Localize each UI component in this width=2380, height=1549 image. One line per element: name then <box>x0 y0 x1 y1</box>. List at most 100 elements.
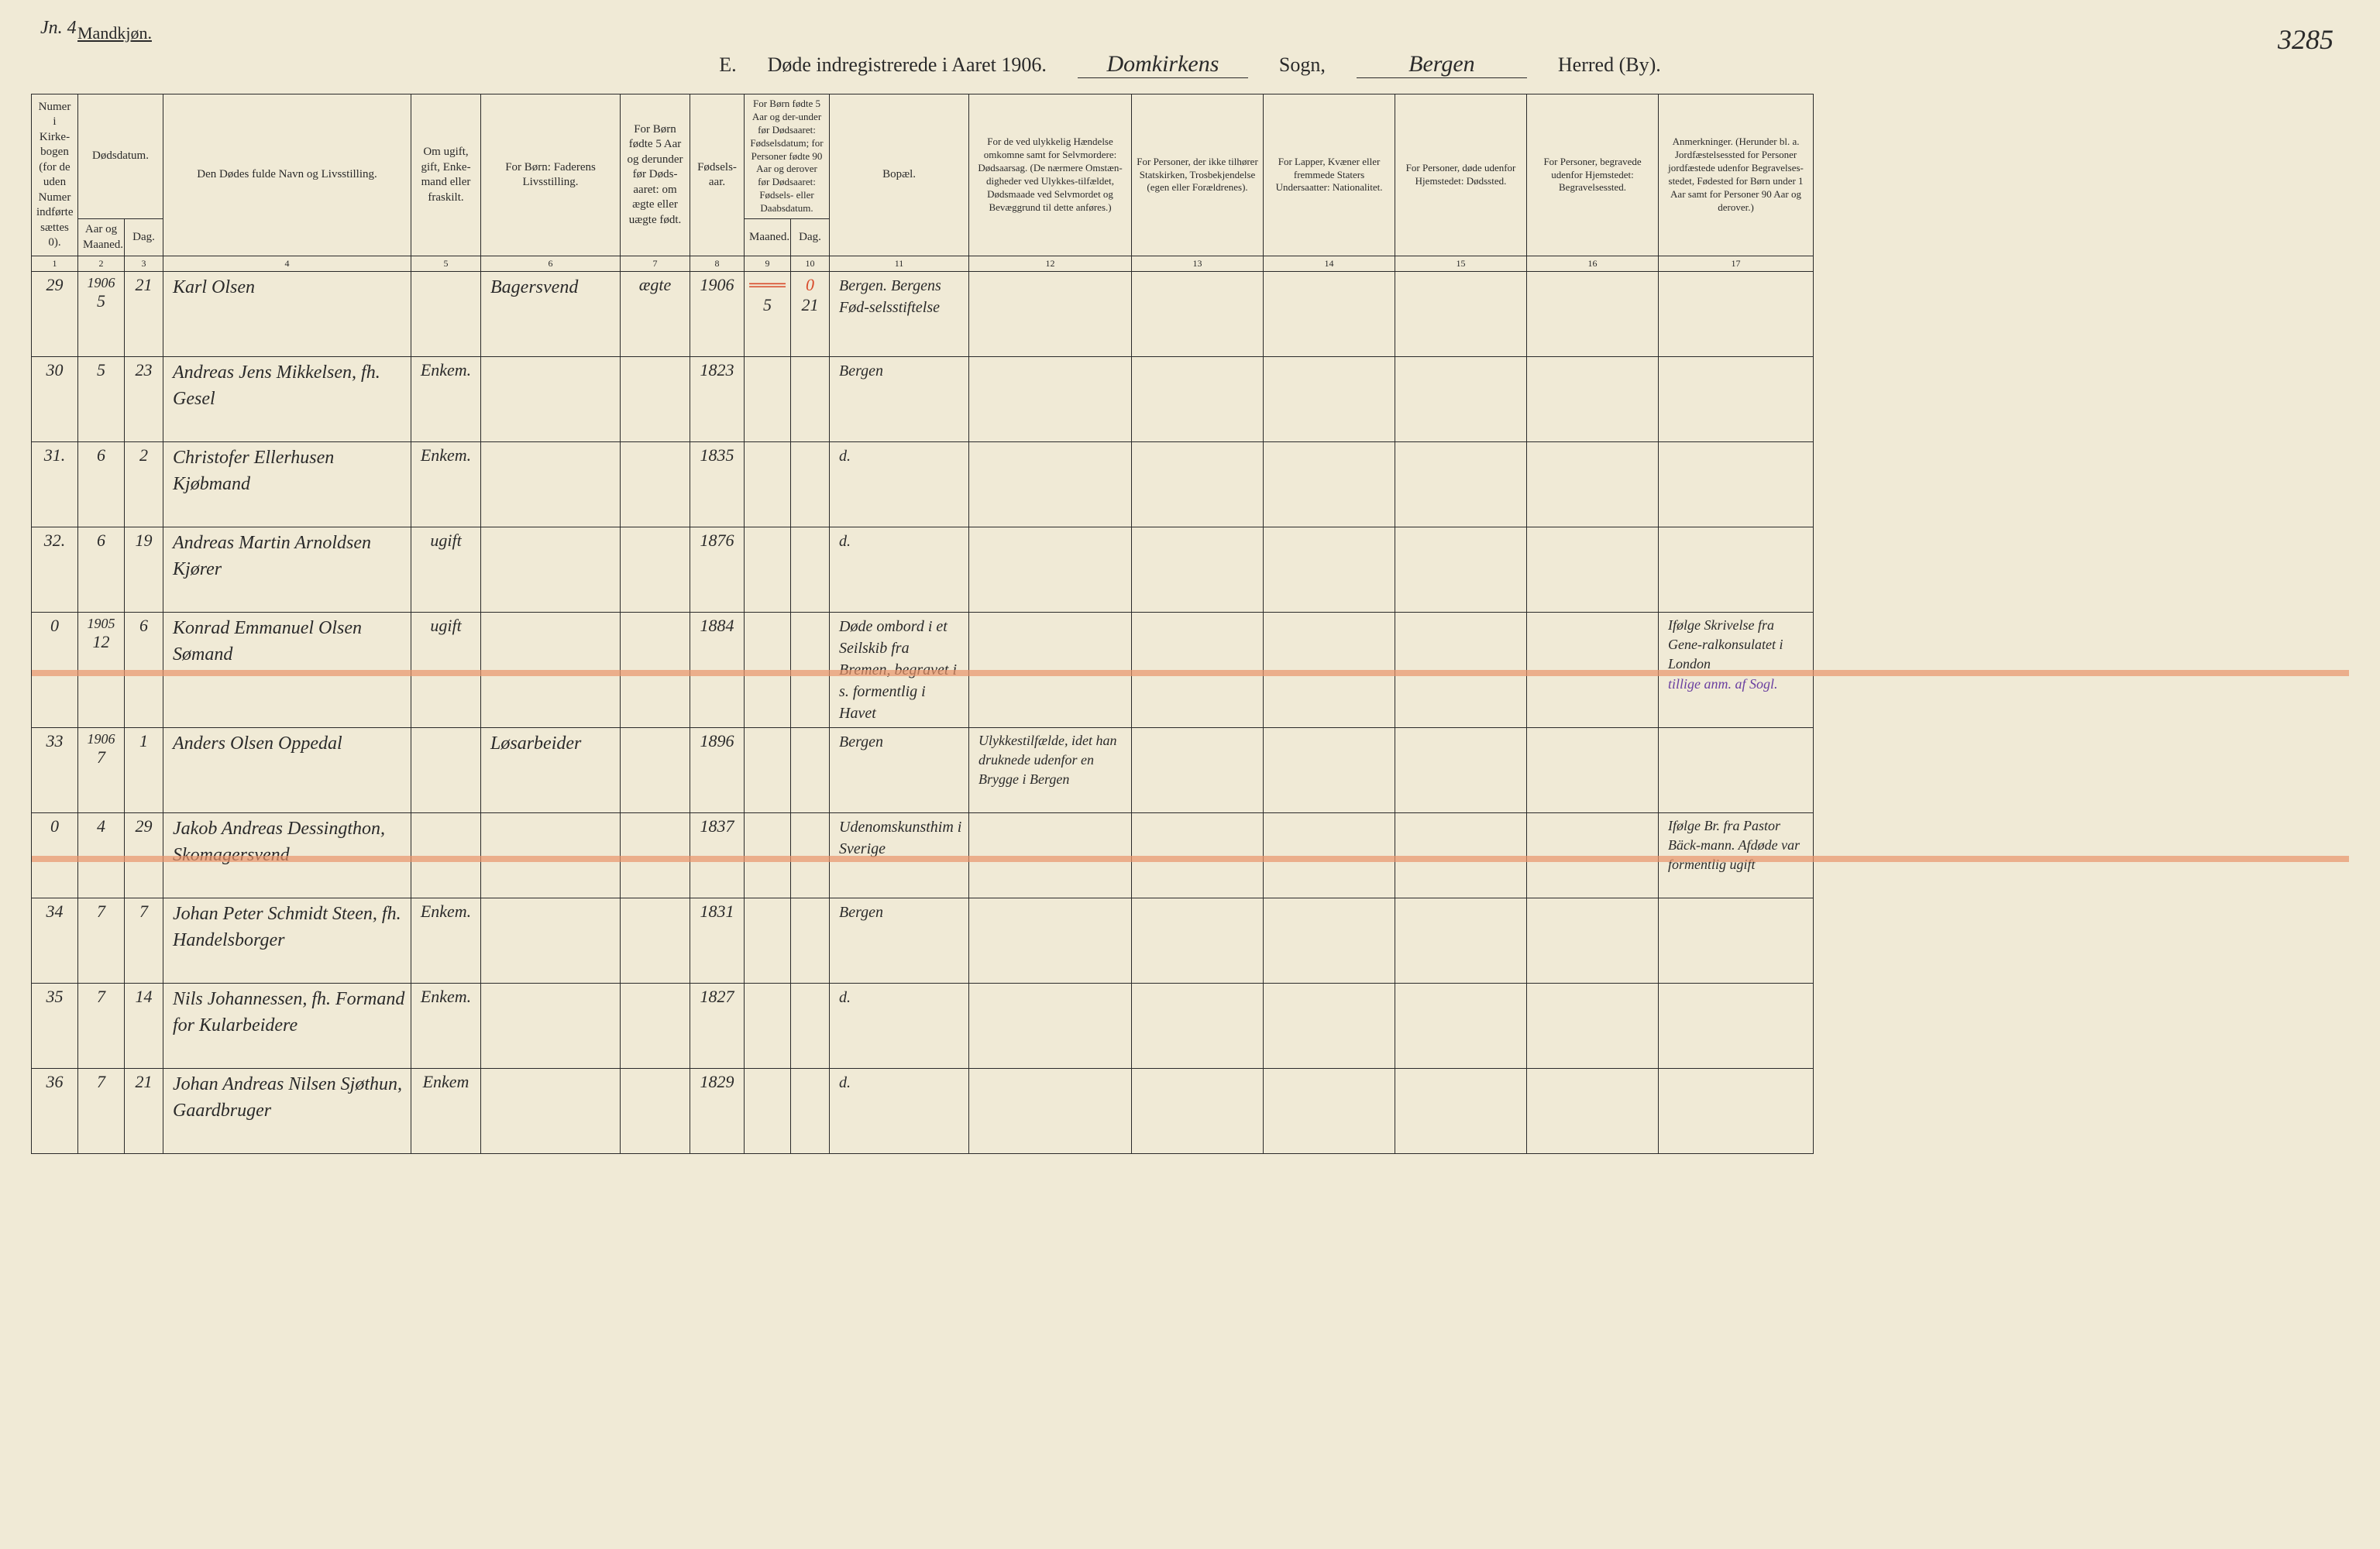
cell-foedselsaar: 1835 <box>690 442 745 527</box>
cell-aegte <box>621 728 690 813</box>
col-header-9-10: For Børn fødte 5 Aar og der-under før Dø… <box>745 94 830 219</box>
cell-fm <box>745 984 791 1069</box>
cell-anm <box>1659 898 1814 984</box>
cell-ulykke <box>969 442 1132 527</box>
cell-maaned: 7 <box>78 984 125 1069</box>
cell-doedssted <box>1395 357 1527 442</box>
cell-ulykke <box>969 357 1132 442</box>
col-num: 2 <box>78 256 125 272</box>
cell-begravelsessted <box>1527 728 1659 813</box>
cell-status <box>411 728 481 813</box>
cell-dag: 1 <box>125 728 163 813</box>
col-header-16: For Personer, begravede udenfor Hjemsted… <box>1527 94 1659 256</box>
cell-maaned: 7 <box>78 1069 125 1154</box>
cell-status: Enkem. <box>411 898 481 984</box>
col-num: 9 <box>745 256 791 272</box>
cell-num: 35 <box>32 984 78 1069</box>
col-header-2a: Dødsdatum. <box>78 94 163 219</box>
cell-aegte <box>621 613 690 728</box>
cell-ulykke <box>969 984 1132 1069</box>
cell-faderen <box>481 613 621 728</box>
col-num: 8 <box>690 256 745 272</box>
table-head: Numer i Kirke-bogen (for de uden Numer i… <box>32 94 2349 272</box>
col-header-13: For Personer, der ikke tilhører Statskir… <box>1132 94 1264 256</box>
cell-tros <box>1132 898 1264 984</box>
cell-num: 34 <box>32 898 78 984</box>
cell-faderen <box>481 813 621 898</box>
col-num: 3 <box>125 256 163 272</box>
cell-navn: Jakob Andreas Dessingthon, Skomagersvend <box>163 813 411 898</box>
cell-begravelsessted <box>1527 272 1659 357</box>
cell-anm <box>1659 728 1814 813</box>
cell-nat <box>1264 813 1395 898</box>
cell-begravelsessted <box>1527 613 1659 728</box>
register-table: Numer i Kirke-bogen (for de uden Numer i… <box>31 94 2349 1154</box>
col-num: 13 <box>1132 256 1264 272</box>
col-header-7: For Børn fødte 5 Aar og derunder før Død… <box>621 94 690 256</box>
cell-status <box>411 813 481 898</box>
table-row: 33190671Anders Olsen OppedalLøsarbeider1… <box>32 728 2349 813</box>
col-header-4: Den Dødes fulde Navn og Livsstilling. <box>163 94 411 256</box>
cell-status: Enkem. <box>411 442 481 527</box>
cell-num: 31. <box>32 442 78 527</box>
col-header-5: Om ugift, gift, Enke-mand eller fraskilt… <box>411 94 481 256</box>
table-row: 35714Nils Johannessen, fh. Formand for K… <box>32 984 2349 1069</box>
gender-label: Mandkjøn. <box>77 23 2349 43</box>
cell-fd <box>791 813 830 898</box>
cell-doedssted <box>1395 898 1527 984</box>
col-num: 4 <box>163 256 411 272</box>
cell-begravelsessted <box>1527 442 1659 527</box>
cell-fd <box>791 1069 830 1154</box>
cell-tros <box>1132 442 1264 527</box>
cell-num: 32. <box>32 527 78 613</box>
page-number-right: 3285 <box>2278 23 2334 56</box>
cell-bopael: Bergen <box>830 898 969 984</box>
cell-nat <box>1264 898 1395 984</box>
cell-faderen <box>481 984 621 1069</box>
cell-begravelsessted <box>1527 813 1659 898</box>
cell-fd <box>791 984 830 1069</box>
cell-fd <box>791 898 830 984</box>
cell-faderen <box>481 527 621 613</box>
cell-bopael: Bergen <box>830 728 969 813</box>
col-num: 15 <box>1395 256 1527 272</box>
cell-nat <box>1264 527 1395 613</box>
cell-bopael: d. <box>830 1069 969 1154</box>
cell-maaned: 7 <box>78 898 125 984</box>
table-row: 36721Johan Andreas Nilsen Sjøthun, Gaard… <box>32 1069 2349 1154</box>
col-number-row: 1 2 3 4 5 6 7 8 9 10 11 12 13 14 15 16 1… <box>32 256 2349 272</box>
cell-bopael: d. <box>830 984 969 1069</box>
cell-anm <box>1659 272 1814 357</box>
cell-nat <box>1264 442 1395 527</box>
cell-begravelsessted <box>1527 898 1659 984</box>
cell-ulykke <box>969 527 1132 613</box>
cell-fd: 021 <box>791 272 830 357</box>
cell-foedselsaar: 1837 <box>690 813 745 898</box>
cell-navn: Andreas Jens Mikkelsen, fh. Gesel <box>163 357 411 442</box>
cell-fd <box>791 442 830 527</box>
cell-foedselsaar: 1884 <box>690 613 745 728</box>
cell-anm <box>1659 442 1814 527</box>
cell-dag: 14 <box>125 984 163 1069</box>
cell-bopael: Udenomskunsthim i Sverige <box>830 813 969 898</box>
cell-ulykke <box>969 1069 1132 1154</box>
cell-bopael: Døde ombord i et Seilskib fra Bremen, be… <box>830 613 969 728</box>
col-header-15: For Personer, døde udenfor Hjemstedet: D… <box>1395 94 1527 256</box>
cell-aegte <box>621 442 690 527</box>
table-row: 30523Andreas Jens Mikkelsen, fh. GeselEn… <box>32 357 2349 442</box>
col-num: 10 <box>791 256 830 272</box>
cell-anm <box>1659 1069 1814 1154</box>
cell-tros <box>1132 272 1264 357</box>
col-header-6: For Børn: Faderens Livsstilling. <box>481 94 621 256</box>
cell-num: 29 <box>32 272 78 357</box>
cell-doedssted <box>1395 272 1527 357</box>
col-header-aar: Aar og Maaned. <box>78 219 125 256</box>
cell-fm <box>745 613 791 728</box>
cell-num: 30 <box>32 357 78 442</box>
cell-maaned: 190512 <box>78 613 125 728</box>
cell-maaned: 4 <box>78 813 125 898</box>
col-num: 6 <box>481 256 621 272</box>
cell-anm: Ifølge Br. fra Pastor Bäck-mann. Afdøde … <box>1659 813 1814 898</box>
cell-nat <box>1264 357 1395 442</box>
sogn-label: Sogn, <box>1279 53 1326 77</box>
